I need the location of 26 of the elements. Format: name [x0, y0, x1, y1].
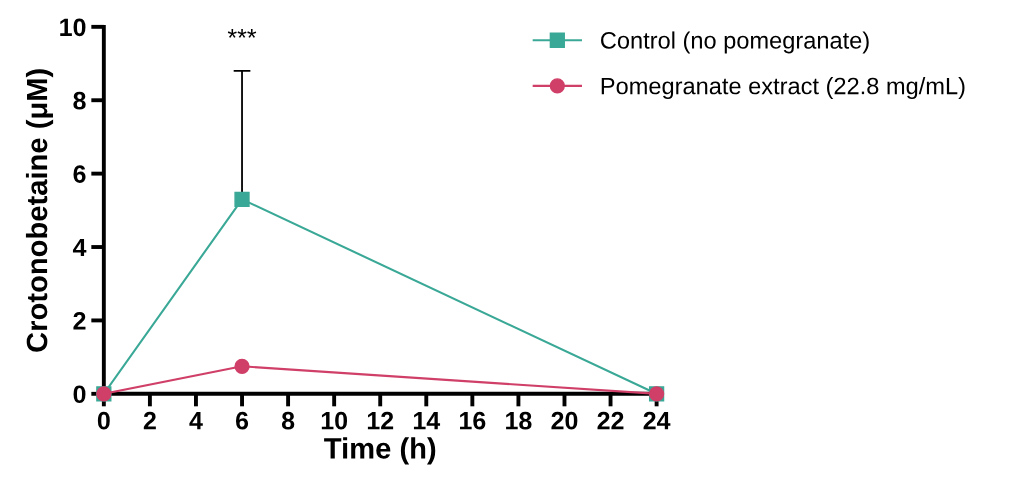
y-axis-title: Crotonobetaine (μM) [25, 69, 54, 352]
x-tick-label: 22 [597, 411, 624, 430]
y-tick-label: 8 [73, 91, 86, 110]
legend-label: Control (no pomegranate) [601, 31, 869, 54]
x-tick-label: 8 [281, 411, 295, 430]
x-tick-label: 20 [551, 411, 578, 430]
x-tick-label: 14 [413, 412, 441, 430]
legend-label: Pomegranate extract (22.8 mg/mL) [601, 77, 965, 100]
point [234, 191, 250, 207]
x-tick-label: 2 [143, 411, 156, 430]
point [234, 358, 250, 374]
x-tick-label: 0 [97, 411, 110, 430]
y-tick-label: 10 [60, 18, 86, 37]
x-axis-title: Time (h) [324, 437, 436, 465]
y-tick-label: 0 [73, 385, 86, 404]
x-tick-label: 10 [321, 411, 348, 430]
x-tick-label: 12 [367, 411, 394, 430]
x-tick-label: 24 [643, 411, 671, 430]
y-tick-label: 2 [73, 312, 86, 330]
x-tick-label: 16 [460, 411, 486, 430]
annotation: *** [227, 29, 257, 38]
y-tick-label: 6 [73, 165, 86, 183]
x-tick-label: 18 [506, 411, 532, 430]
x-tick-label: 6 [235, 411, 249, 430]
x-tick-label: 4 [189, 412, 203, 430]
y-tick-label: 4 [72, 238, 87, 257]
